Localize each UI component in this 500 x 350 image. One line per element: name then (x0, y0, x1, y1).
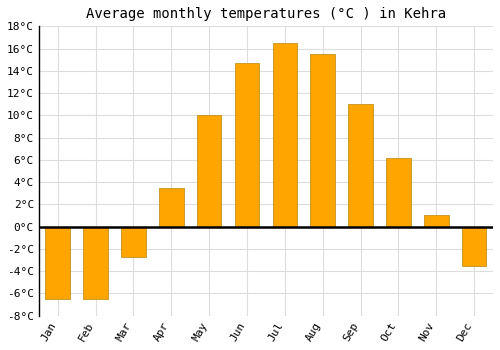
Bar (386, 158, 410, 226)
Title: Average monthly temperatures (°C ) in Kehra: Average monthly temperatures (°C ) in Ke… (86, 7, 446, 21)
Bar (462, 226, 486, 266)
Bar (84, 226, 108, 299)
Bar (310, 54, 335, 226)
Bar (272, 43, 297, 226)
Bar (46, 226, 70, 299)
Bar (159, 188, 184, 226)
Bar (424, 216, 448, 226)
Bar (121, 226, 146, 257)
Bar (234, 63, 260, 226)
Bar (348, 104, 373, 226)
Bar (197, 115, 222, 226)
